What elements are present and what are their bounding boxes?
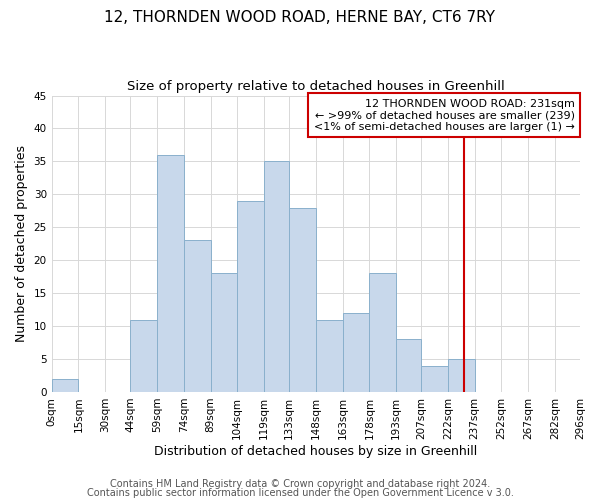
Bar bbox=[52, 379, 79, 392]
Bar bbox=[343, 313, 370, 392]
Bar bbox=[396, 340, 421, 392]
X-axis label: Distribution of detached houses by size in Greenhill: Distribution of detached houses by size … bbox=[154, 444, 478, 458]
Bar bbox=[211, 274, 237, 392]
Bar bbox=[370, 274, 396, 392]
Bar bbox=[316, 320, 343, 392]
Bar bbox=[448, 359, 475, 392]
Bar bbox=[264, 162, 289, 392]
Bar bbox=[184, 240, 211, 392]
Text: Contains HM Land Registry data © Crown copyright and database right 2024.: Contains HM Land Registry data © Crown c… bbox=[110, 479, 490, 489]
Title: Size of property relative to detached houses in Greenhill: Size of property relative to detached ho… bbox=[127, 80, 505, 93]
Text: 12 THORNDEN WOOD ROAD: 231sqm
← >99% of detached houses are smaller (239)
<1% of: 12 THORNDEN WOOD ROAD: 231sqm ← >99% of … bbox=[314, 98, 575, 132]
Bar bbox=[157, 155, 184, 392]
Text: Contains public sector information licensed under the Open Government Licence v : Contains public sector information licen… bbox=[86, 488, 514, 498]
Bar bbox=[289, 208, 316, 392]
Y-axis label: Number of detached properties: Number of detached properties bbox=[15, 146, 28, 342]
Bar bbox=[130, 320, 157, 392]
Text: 12, THORNDEN WOOD ROAD, HERNE BAY, CT6 7RY: 12, THORNDEN WOOD ROAD, HERNE BAY, CT6 7… bbox=[104, 10, 496, 25]
Bar bbox=[237, 201, 264, 392]
Bar bbox=[421, 366, 448, 392]
